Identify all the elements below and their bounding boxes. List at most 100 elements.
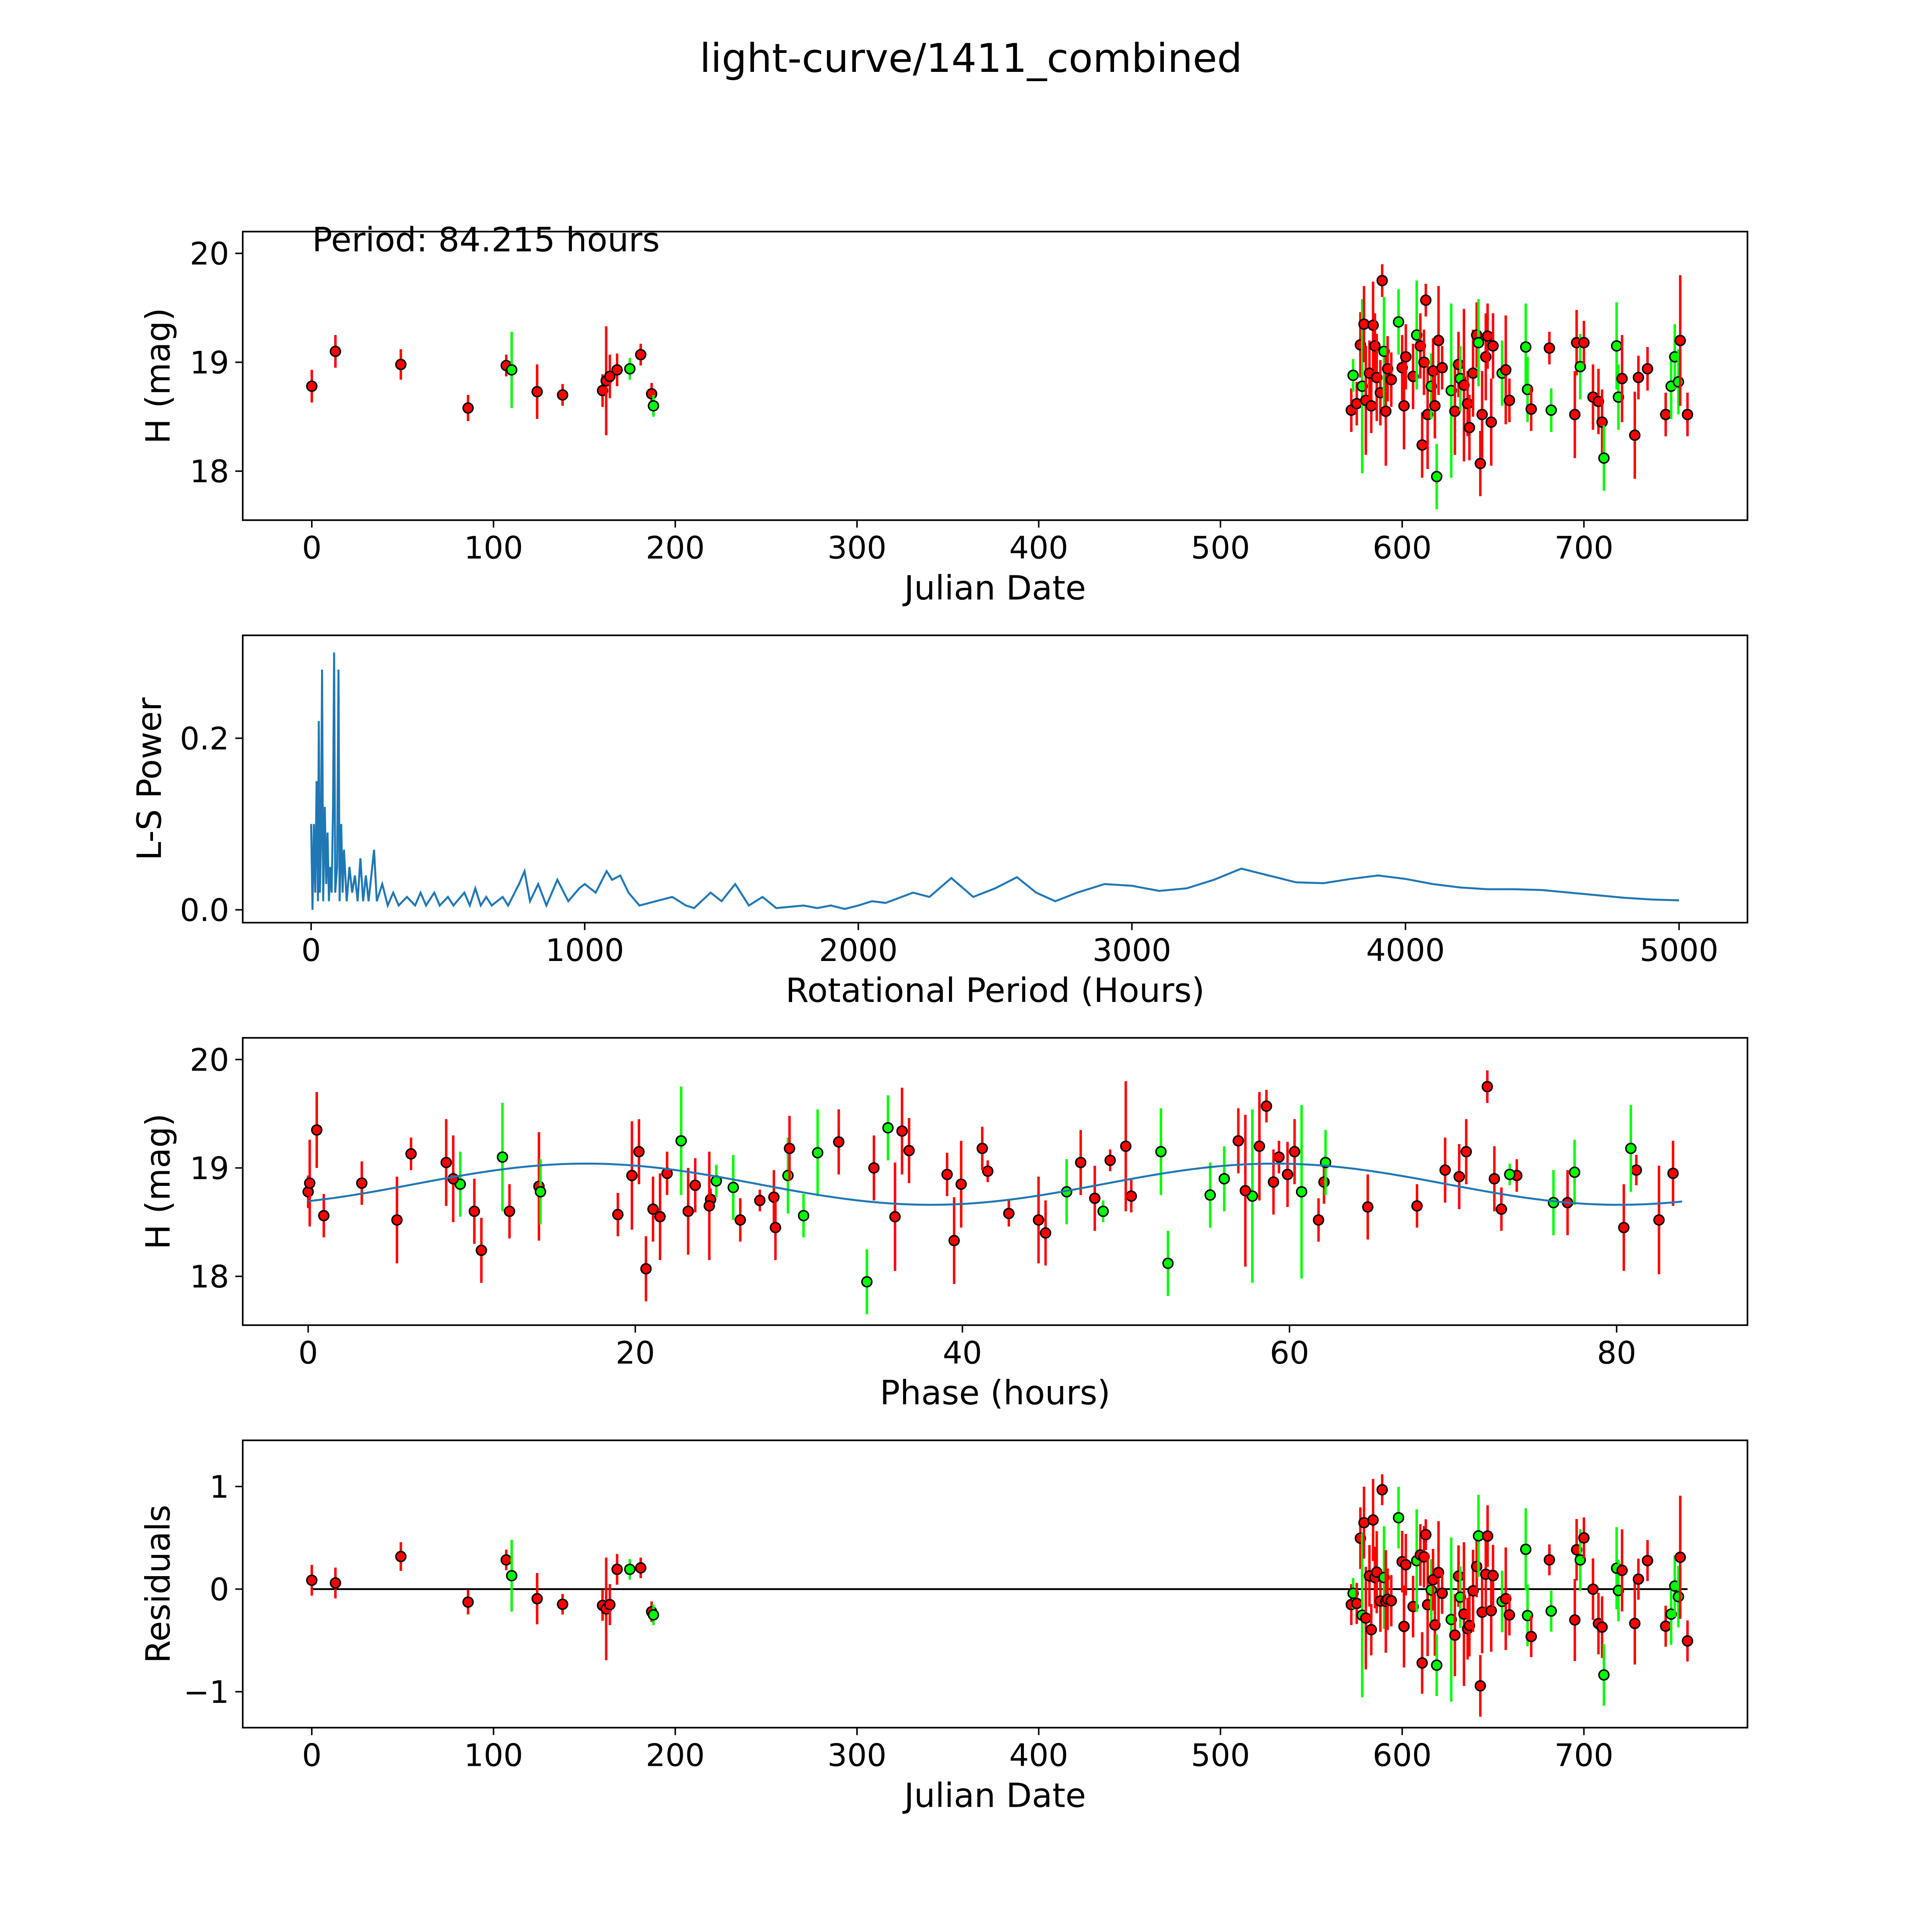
data-point xyxy=(1400,351,1412,363)
phased-point xyxy=(941,1168,953,1180)
data-point xyxy=(330,345,341,357)
residual-point xyxy=(611,1563,623,1575)
x-tick-label: 0 xyxy=(298,1335,318,1371)
phased-point xyxy=(1667,1167,1679,1179)
phased-point xyxy=(948,1235,960,1247)
residual-point xyxy=(1398,1621,1410,1632)
x-tick-label: 20 xyxy=(616,1335,655,1371)
phased-point xyxy=(903,1145,915,1156)
data-point xyxy=(1660,409,1672,420)
residual-point xyxy=(1633,1573,1644,1585)
phased-point xyxy=(976,1143,988,1154)
data-point xyxy=(1487,340,1499,352)
data-point xyxy=(1480,351,1492,363)
phased-point xyxy=(1125,1190,1137,1202)
residual-point xyxy=(1367,1514,1379,1526)
y-tick-label: 0.0 xyxy=(180,892,229,928)
phased-point xyxy=(633,1146,645,1158)
phased-point xyxy=(1313,1214,1325,1226)
periodogram-line xyxy=(310,652,1679,910)
panel-phased: 0 20 40 60 80 18 19 20 Phase (hours) H (mag) xyxy=(139,1037,1748,1413)
phased-point xyxy=(1289,1146,1301,1158)
x-tick-label: 300 xyxy=(827,1738,886,1774)
phased-point xyxy=(1618,1222,1630,1233)
x-tick-label: 400 xyxy=(1009,1738,1068,1774)
phased-point xyxy=(896,1125,908,1137)
data-point xyxy=(1464,422,1475,434)
phased-point xyxy=(1296,1186,1308,1198)
panel-periodogram: 0 1000 2000 3000 4000 5000 0.0 0.2 Rotational Pe… xyxy=(131,634,1748,1010)
residual-point xyxy=(1526,1631,1537,1643)
y-axis-label: H (mag) xyxy=(139,1114,178,1250)
residual-point xyxy=(1629,1617,1641,1629)
data-point xyxy=(306,380,318,392)
phased-point xyxy=(647,1203,659,1215)
phased-point xyxy=(675,1135,687,1147)
phased-point xyxy=(861,1276,873,1287)
data-point xyxy=(1376,275,1388,286)
y-tick-label: 1 xyxy=(209,1469,229,1505)
x-tick-label: 400 xyxy=(1009,530,1068,566)
axes-frame xyxy=(242,1439,1748,1729)
data-point xyxy=(1436,362,1448,374)
data-point xyxy=(1598,452,1610,464)
phased-point xyxy=(982,1165,994,1177)
data-point xyxy=(1347,369,1359,381)
residual-point xyxy=(1569,1614,1581,1626)
residual-point xyxy=(648,1609,659,1621)
x-tick-label: 0 xyxy=(301,932,321,968)
residual-point xyxy=(1416,1657,1428,1669)
x-tick-label: 40 xyxy=(943,1335,982,1371)
phased-point xyxy=(654,1211,666,1223)
phased-point xyxy=(784,1143,795,1154)
x-axis-label: Julian Date xyxy=(902,569,1086,607)
phased-point xyxy=(955,1178,967,1190)
residual-point xyxy=(1660,1620,1672,1632)
data-point xyxy=(506,364,518,376)
phased-point xyxy=(311,1124,323,1136)
y-axis-label: H (mag) xyxy=(139,308,178,444)
data-point xyxy=(624,363,636,375)
data-point xyxy=(1526,403,1537,415)
phased-point xyxy=(1075,1156,1087,1168)
x-tick-label: 1000 xyxy=(545,932,624,968)
data-point xyxy=(646,388,658,400)
x-tick-label: 3000 xyxy=(1092,932,1171,968)
residual-point xyxy=(1596,1621,1608,1633)
data-point xyxy=(462,402,474,414)
residual-point xyxy=(1487,1570,1499,1582)
phased-point xyxy=(503,1206,515,1217)
residual-point xyxy=(1393,1512,1405,1524)
data-point xyxy=(1431,471,1442,483)
y-axis-label: Residuals xyxy=(139,1505,178,1663)
phased-point xyxy=(882,1122,894,1134)
data-point xyxy=(1393,316,1405,328)
residual-point xyxy=(500,1554,512,1566)
phased-point xyxy=(1460,1146,1472,1158)
x-tick-label: 60 xyxy=(1270,1335,1309,1371)
x-tick-label: 300 xyxy=(827,530,886,566)
phased-point xyxy=(689,1179,701,1191)
phased-point xyxy=(754,1195,766,1206)
residual-point xyxy=(306,1574,318,1586)
residual-point xyxy=(1485,1605,1497,1617)
residual-point xyxy=(1452,1570,1464,1582)
phased-point xyxy=(1481,1081,1493,1092)
y-tick-label: 19 xyxy=(190,345,229,381)
x-tick-label: 100 xyxy=(464,1738,523,1774)
phased-point xyxy=(1268,1176,1279,1188)
phased-point xyxy=(833,1136,845,1148)
x-tick-label: 500 xyxy=(1191,530,1250,566)
phased-point xyxy=(1104,1155,1116,1166)
phased-point xyxy=(1631,1164,1642,1176)
data-point xyxy=(1467,367,1479,379)
data-point xyxy=(1520,341,1532,353)
model-curve xyxy=(308,1162,1682,1206)
phased-point xyxy=(535,1186,546,1198)
data-point xyxy=(648,400,659,412)
x-tick-label: 5000 xyxy=(1639,932,1718,968)
figure-title: light-curve/1411_combined xyxy=(700,36,1242,82)
x-axis-label: Julian Date xyxy=(902,1776,1086,1815)
